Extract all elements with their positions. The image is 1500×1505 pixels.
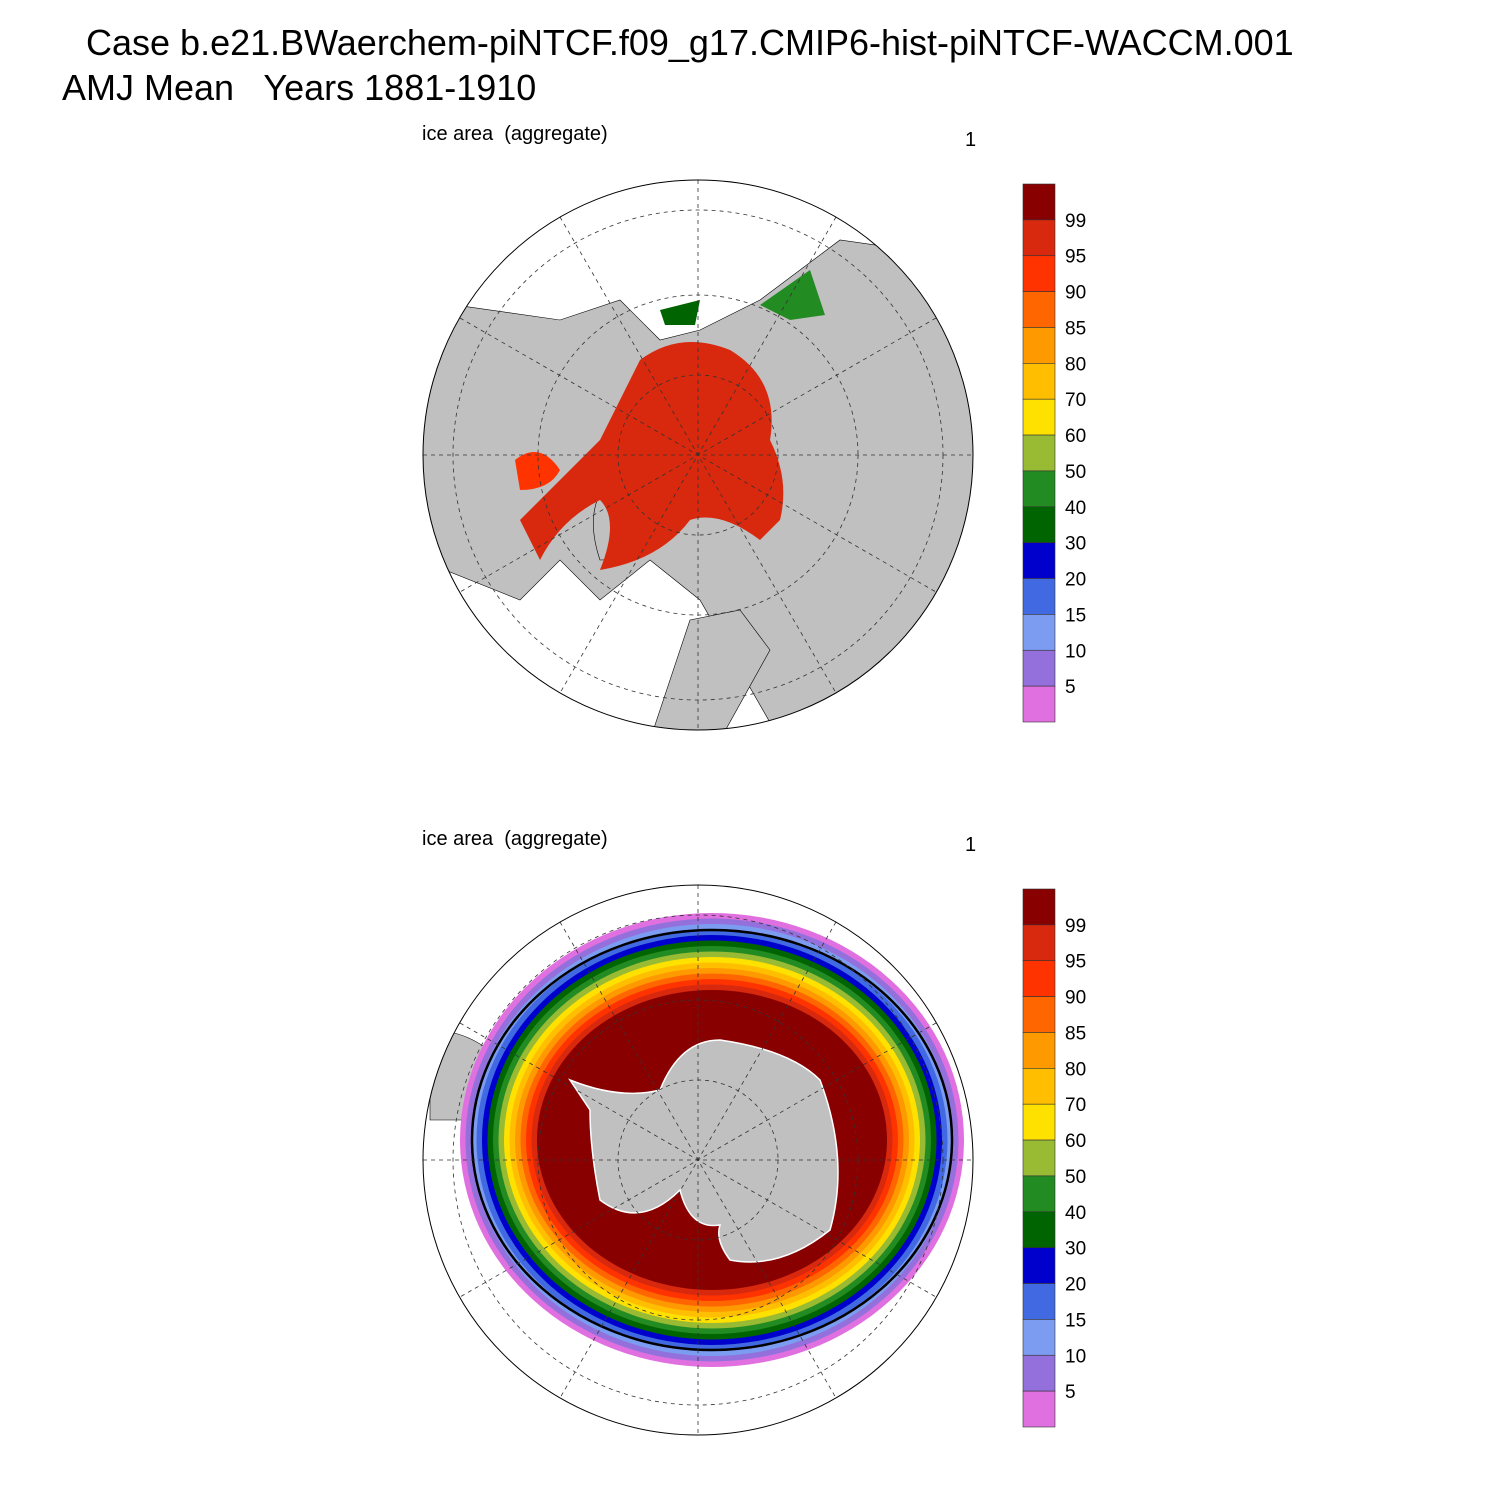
colorbar-box [1022,1103,1056,1141]
colorbar-label: 99 [1065,211,1086,232]
colorbar-box [1022,1390,1056,1428]
colorbar-box [1022,327,1056,364]
colorbar-label: 40 [1065,498,1086,519]
colorbar-label: 40 [1065,1203,1086,1224]
colorbar-box [1022,506,1056,543]
colorbar-label: 80 [1065,1059,1086,1080]
colorbar-box [1022,614,1056,651]
colorbar-label: 5 [1065,1382,1076,1403]
colorbar-label: 95 [1065,952,1086,973]
colorbar-box [1022,542,1056,579]
colorbar-label: 10 [1065,1346,1086,1367]
colorbar-box [1022,1283,1056,1320]
land [649,609,771,730]
colorbar-label: 20 [1065,570,1086,591]
colorbar-box [1022,398,1056,436]
colorbar-label: 90 [1065,283,1086,304]
colorbar-box [1022,470,1056,508]
colorbar-box [1022,1354,1056,1392]
colorbar-label: 50 [1065,1167,1086,1188]
colorbar-label: 70 [1065,390,1086,411]
colorbar-box [1022,578,1056,615]
colorbar-label: 30 [1065,1239,1086,1260]
colorbar-box [1022,1175,1056,1213]
title-line: Case b.e21.BWaerchem-piNTCF.f09_g17.CMIP… [86,22,1294,63]
colorbar-label: 60 [1065,1131,1086,1152]
colorbar-label: 15 [1065,605,1086,626]
title-line: AMJ Mean Years 1881-1910 [62,67,536,108]
colorbar-box [1022,1068,1056,1105]
north-map [423,180,973,730]
colorbar-box [1022,960,1056,997]
colorbar-box [1022,685,1056,723]
colorbar-label: 30 [1065,534,1086,555]
sea-ice [760,270,825,320]
colorbar-box [1022,996,1056,1033]
colorbar-box [1022,888,1056,926]
south-grid [422,884,974,1436]
colorbar-box [1022,255,1056,292]
sea-ice [515,452,560,490]
colorbar-label: 5 [1065,677,1076,698]
sea-ice [660,300,700,325]
colorbar-box [1022,291,1056,328]
north-grid [422,179,974,731]
antarctica [568,1039,839,1263]
colorbar-label: 80 [1065,354,1086,375]
colorbar-label: 50 [1065,462,1086,483]
colorbar-label: 85 [1065,1023,1086,1044]
colorbar-label: 85 [1065,318,1086,339]
colorbar-box [1022,1211,1056,1248]
panel-title: ice area (aggregate) [422,828,608,850]
colorbar-box [1022,183,1056,221]
panel-label: 1 [965,834,976,856]
colorbar-label: 70 [1065,1095,1086,1116]
colorbar-box [1022,649,1056,687]
panel-label: 1 [965,129,976,151]
panel-title: ice area (aggregate) [422,123,608,145]
colorbar-box [1022,924,1056,962]
colorbar-box [1022,1139,1056,1177]
colorbar-label: 20 [1065,1275,1086,1296]
colorbar-box [1022,363,1056,400]
colorbar-label: 60 [1065,426,1086,447]
colorbar-label: 95 [1065,247,1086,268]
sea-ice [520,342,784,570]
colorbar-label: 15 [1065,1310,1086,1331]
colorbar-box [1022,1032,1056,1069]
colorbar-label: 10 [1065,641,1086,662]
colorbar-box [1022,1247,1056,1284]
colorbar-label: 99 [1065,916,1086,937]
colorbar-box [1022,1319,1056,1356]
colorbar-label: 90 [1065,988,1086,1009]
colorbar-box [1022,434,1056,472]
ice-edge [470,928,954,1352]
south-map [423,885,973,1435]
colorbar-box [1022,219,1056,257]
